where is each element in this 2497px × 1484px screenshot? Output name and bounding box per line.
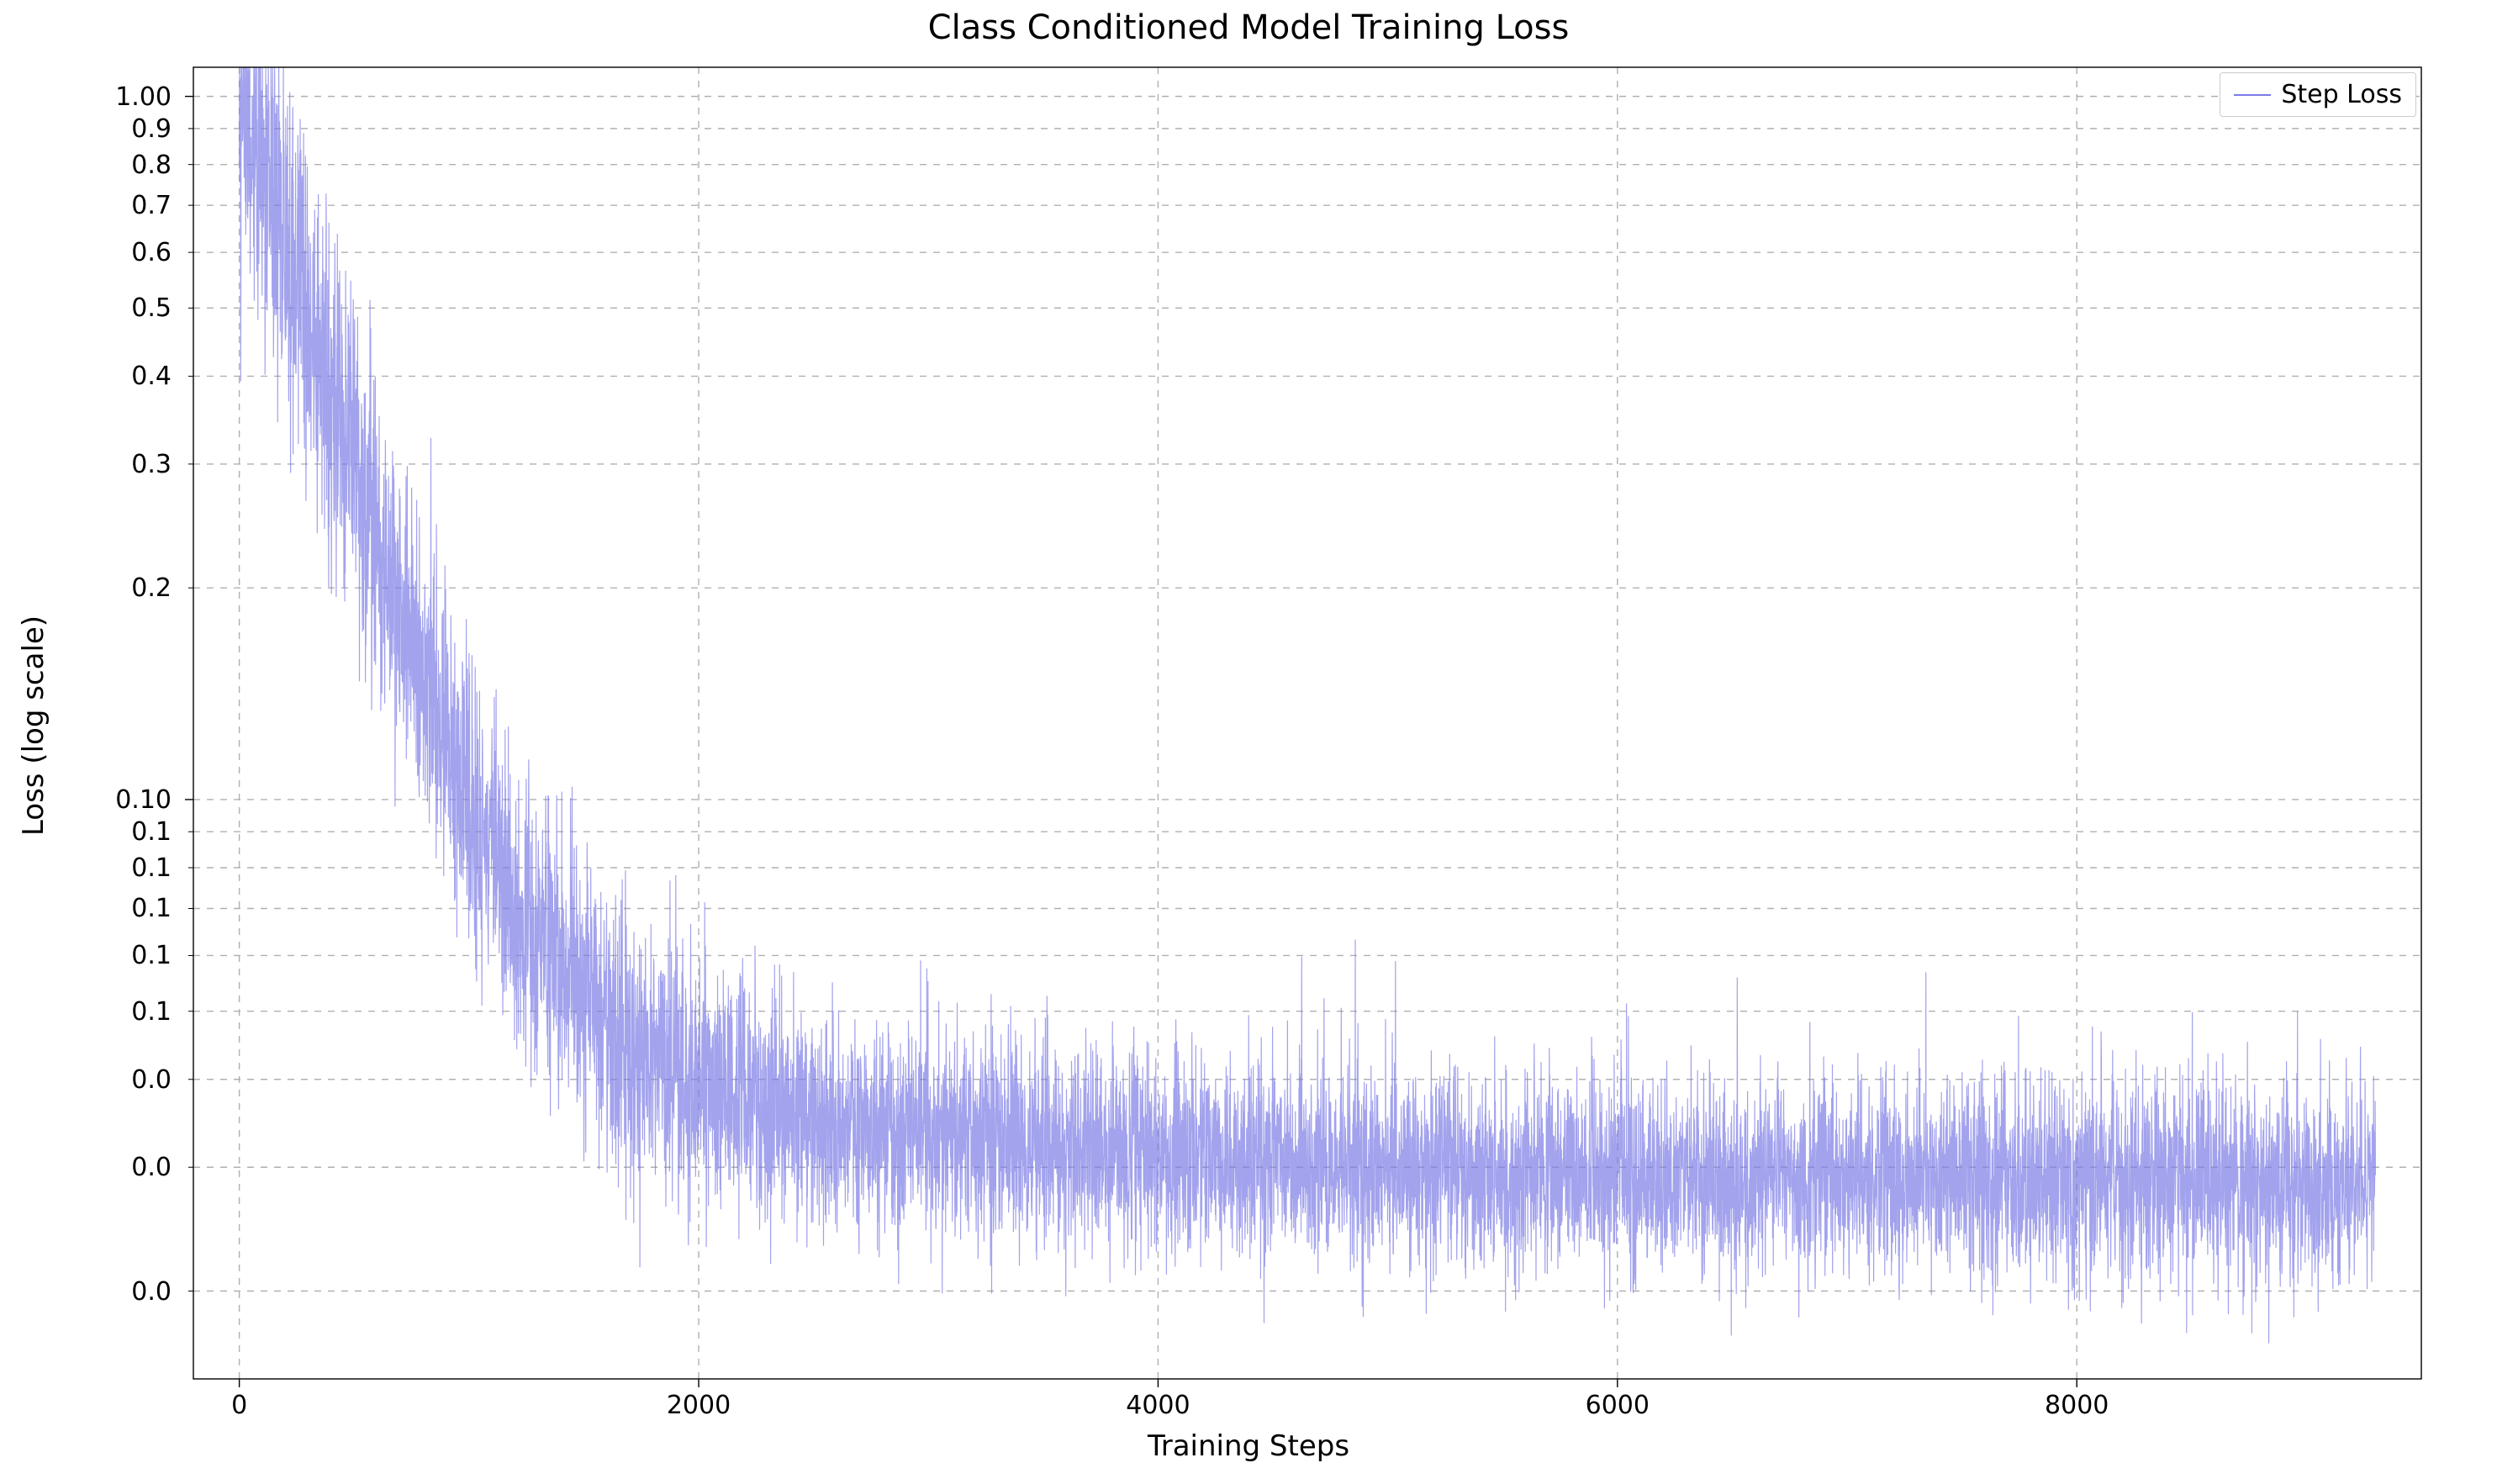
plot-svg bbox=[0, 0, 2497, 1484]
tick-label: 2000 bbox=[648, 1391, 749, 1420]
tick-label: 0.7 bbox=[62, 191, 172, 220]
y-axis-label: Loss (log scale) bbox=[17, 473, 50, 978]
tick-label: 0.1 bbox=[62, 817, 172, 847]
tick-label: 0.1 bbox=[62, 997, 172, 1027]
tick-label: 0.3 bbox=[62, 450, 172, 479]
tick-label: 1.00 bbox=[62, 82, 172, 112]
tick-label: 6000 bbox=[1567, 1391, 1668, 1420]
tick-label: 0.0 bbox=[62, 1065, 172, 1095]
tick-label: 0.10 bbox=[62, 785, 172, 815]
tick-label: 0.0 bbox=[62, 1277, 172, 1307]
tick-label: 0 bbox=[189, 1391, 290, 1420]
tick-label: 4000 bbox=[1107, 1391, 1208, 1420]
legend: Step Loss bbox=[2220, 72, 2416, 117]
tick-label: 0.4 bbox=[62, 362, 172, 391]
series-step-loss bbox=[240, 67, 2376, 1343]
tick-label: 8000 bbox=[2026, 1391, 2127, 1420]
tick-label: 0.9 bbox=[62, 114, 172, 144]
tick-label: 0.5 bbox=[62, 293, 172, 323]
legend-line-sample bbox=[2234, 94, 2271, 96]
tick-label: 0.0 bbox=[62, 1153, 172, 1182]
x-axis-label: Training Steps bbox=[0, 1429, 2497, 1463]
tick-label: 0.1 bbox=[62, 894, 172, 923]
tick-label: 0.1 bbox=[62, 941, 172, 970]
legend-label: Step Loss bbox=[2281, 80, 2402, 109]
tick-label: 0.1 bbox=[62, 853, 172, 883]
tick-label: 0.8 bbox=[62, 151, 172, 180]
tick-label: 0.2 bbox=[62, 573, 172, 603]
chart-figure: Class Conditioned Model Training Loss Tr… bbox=[0, 0, 2497, 1484]
tick-label: 0.6 bbox=[62, 238, 172, 267]
